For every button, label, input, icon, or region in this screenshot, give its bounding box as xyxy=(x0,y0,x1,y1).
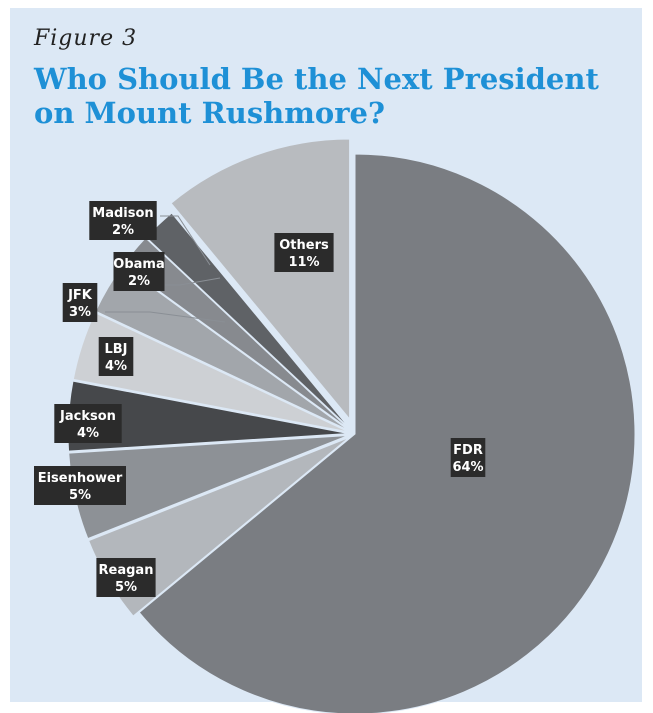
slice-value-obama: 2% xyxy=(128,274,150,289)
slice-label-box-jackson xyxy=(54,404,122,443)
slice-name-jfk: JFK xyxy=(67,288,93,303)
slice-value-eisenhower: 5% xyxy=(69,488,91,503)
slice-name-eisenhower: Eisenhower xyxy=(38,471,123,486)
slice-label-box-madison xyxy=(89,201,157,240)
slice-label-fdr: FDR 64% xyxy=(450,438,486,477)
slice-name-jackson: Jackson xyxy=(59,409,116,424)
slice-name-fdr: FDR xyxy=(453,443,483,458)
slice-label-box-eisenhower xyxy=(34,466,126,505)
slice-value-lbj: 4% xyxy=(105,359,127,374)
slice-label-madison: Madison 2% xyxy=(89,201,157,240)
slice-label-lbj: LBJ 4% xyxy=(98,337,134,376)
slice-name-reagan: Reagan xyxy=(99,563,154,578)
slice-label-box-fdr xyxy=(450,438,486,477)
slice-label-jfk: JFK 3% xyxy=(62,283,98,322)
slice-label-box-jfk xyxy=(62,283,98,322)
slice-value-jackson: 4% xyxy=(77,426,99,441)
pie-slice-fdr xyxy=(138,153,636,713)
slice-name-obama: Obama xyxy=(113,257,164,272)
pie-slice-others xyxy=(170,138,351,421)
slice-value-others: 11% xyxy=(288,255,319,270)
leader-line-madison xyxy=(160,215,211,266)
slice-label-obama: Obama 2% xyxy=(113,252,165,291)
slice-label-box-reagan xyxy=(96,558,156,597)
slice-label-others: Others 11% xyxy=(274,233,334,272)
slice-name-lbj: LBJ xyxy=(104,342,127,357)
slice-label-box-lbj xyxy=(98,337,134,376)
slice-name-others: Others xyxy=(279,238,329,253)
slice-value-madison: 2% xyxy=(112,223,134,238)
leader-line-obama xyxy=(165,277,221,286)
slice-label-jackson: Jackson 4% xyxy=(54,404,122,443)
slice-value-reagan: 5% xyxy=(115,580,137,595)
leader-line-jfk xyxy=(105,311,226,323)
slice-label-eisenhower: Eisenhower 5% xyxy=(34,466,126,505)
slice-label-box-obama xyxy=(113,252,165,291)
slice-name-madison: Madison xyxy=(92,206,153,221)
slice-value-fdr: 64% xyxy=(452,460,483,475)
figure-label: Figure 3 xyxy=(34,26,138,51)
slice-value-jfk: 3% xyxy=(69,305,91,320)
chart-title: Who Should Be the Next President on Moun… xyxy=(34,62,599,130)
slice-label-reagan: Reagan 5% xyxy=(96,558,156,597)
slice-label-box-others xyxy=(274,233,334,272)
